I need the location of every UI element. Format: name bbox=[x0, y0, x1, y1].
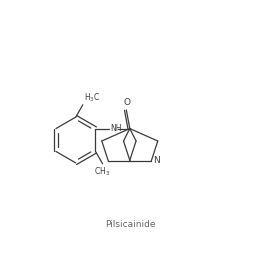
Text: H$_3$C: H$_3$C bbox=[84, 91, 100, 104]
Text: NH: NH bbox=[110, 124, 122, 133]
Text: O: O bbox=[124, 98, 131, 107]
Text: CH$_3$: CH$_3$ bbox=[94, 165, 110, 178]
Text: Pilsicainide: Pilsicainide bbox=[105, 220, 155, 229]
Text: N: N bbox=[153, 156, 160, 165]
